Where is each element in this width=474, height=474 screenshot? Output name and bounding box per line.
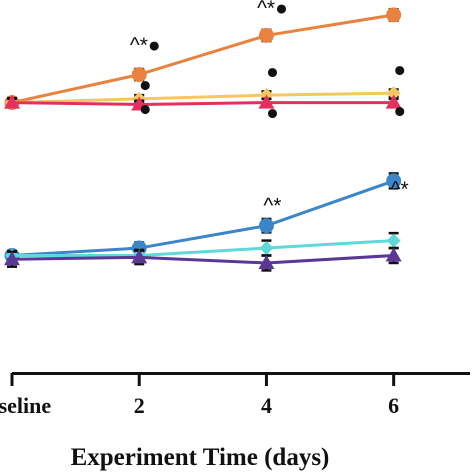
series-3-point-2: [258, 218, 274, 234]
series-2-point-1: [131, 96, 148, 111]
annotation-7: ●: [266, 101, 279, 124]
x-tick-label-0: Baseline: [0, 393, 51, 418]
series-5-point-0: [4, 251, 20, 266]
series-4-line: [12, 239, 394, 258]
series-3-line: [11, 179, 395, 258]
annotation-9: ^*: [263, 195, 281, 218]
annotation-4: ●: [266, 60, 279, 83]
series-5-point-2: [258, 254, 275, 269]
annotation-8: ●: [393, 99, 406, 122]
plot-area: Baseline246^*●^*●^*●●●●●●●^*^*: [0, 0, 470, 418]
series-5-point-1: [131, 249, 148, 264]
series-0-point-2: [258, 27, 274, 43]
series-0-line: [11, 13, 394, 105]
series-2-line: [11, 101, 394, 106]
annotation-5: ●: [393, 58, 406, 81]
x-tick-label-1: 2: [134, 393, 145, 418]
x-axis-label: Experiment Time (days): [71, 444, 330, 471]
annotation-0: ^*●: [130, 34, 161, 57]
series-3-point-3: [386, 173, 402, 189]
annotation-1: ^*●: [257, 0, 288, 20]
series-2-point-0: [4, 94, 20, 109]
series-0-point-3: [386, 7, 402, 23]
series-5-point-3: [385, 247, 402, 262]
series-2-point-2: [258, 94, 275, 109]
series-2-point-3: [385, 94, 402, 109]
series-4-point-3: [386, 233, 401, 248]
series-1-point-3: [386, 86, 401, 101]
series-1-line: [11, 91, 394, 105]
series-0-point-1: [131, 67, 147, 83]
annotation-6: ●: [139, 98, 152, 121]
x-tick-label-3: 6: [388, 393, 399, 418]
x-tick-label-2: 4: [261, 393, 272, 418]
series-4-point-2: [259, 241, 274, 256]
annotation-3: ●: [139, 73, 152, 96]
series-5-line: [11, 254, 394, 265]
annotation-10: ^*: [391, 178, 409, 201]
